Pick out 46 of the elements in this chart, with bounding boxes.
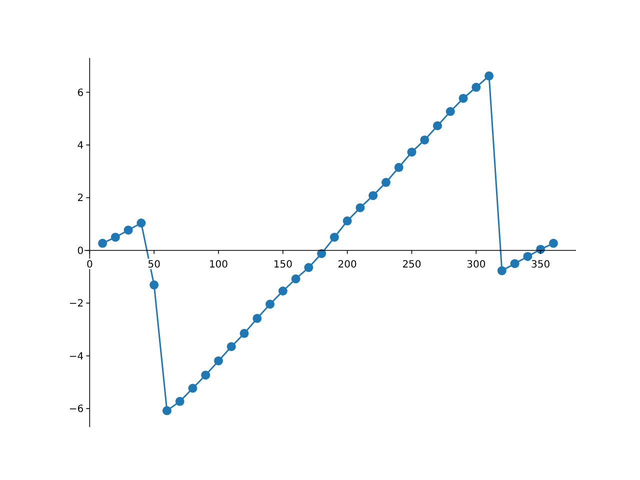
point: [98, 238, 108, 248]
point: [497, 266, 506, 276]
point: [266, 300, 275, 309]
point: [420, 135, 430, 144]
point: [407, 148, 416, 157]
point: [291, 274, 300, 284]
point: [446, 107, 455, 116]
point: [252, 314, 262, 323]
point: [188, 384, 198, 393]
y-tick-label: −4: [68, 351, 84, 362]
point: [523, 252, 532, 261]
x-tick-label: 150: [273, 259, 292, 270]
y-tick-label: 6: [77, 88, 84, 99]
point: [175, 396, 184, 406]
point: [240, 328, 249, 338]
point: [394, 162, 404, 172]
y-tick-label: 2: [77, 193, 84, 204]
y-tick-label: −2: [68, 298, 84, 310]
point: [458, 94, 468, 103]
point: [226, 342, 236, 352]
point: [356, 203, 365, 212]
x-tick-label: 350: [531, 259, 550, 270]
point: [472, 82, 481, 92]
point: [484, 71, 494, 80]
point: [368, 191, 378, 200]
x-tick-label: 200: [338, 259, 357, 270]
y-tick-label: 4: [77, 140, 84, 152]
point: [304, 263, 314, 272]
y-tick-label: −6: [68, 404, 84, 416]
point: [510, 259, 520, 268]
point: [381, 178, 390, 187]
point: [162, 406, 172, 416]
point: [201, 370, 210, 380]
point: [433, 121, 442, 130]
point: [548, 238, 558, 248]
x-tick-label: 250: [402, 259, 422, 270]
point: [124, 226, 133, 235]
point: [278, 286, 288, 296]
point: [136, 218, 146, 228]
x-tick-label: 300: [466, 259, 486, 270]
point: [214, 356, 223, 366]
point: [330, 232, 339, 242]
x-tick-label: 100: [208, 259, 228, 270]
point: [110, 232, 120, 242]
point: [150, 280, 159, 290]
point: [342, 216, 352, 226]
